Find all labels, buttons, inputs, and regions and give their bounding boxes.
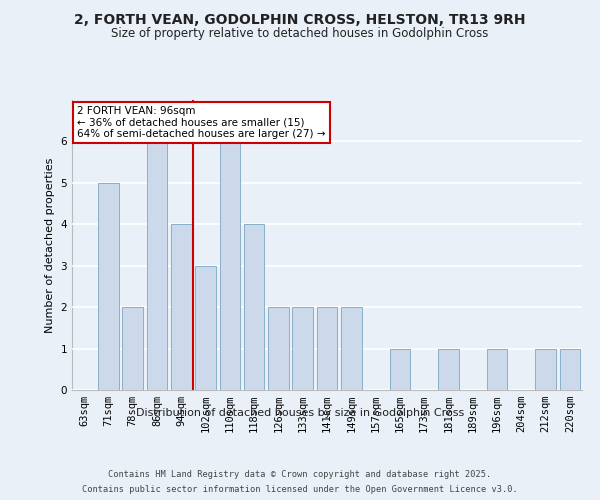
Bar — [195, 266, 216, 390]
Bar — [98, 183, 119, 390]
Bar — [389, 348, 410, 390]
Bar — [292, 307, 313, 390]
Text: Contains public sector information licensed under the Open Government Licence v3: Contains public sector information licen… — [82, 485, 518, 494]
Text: 2 FORTH VEAN: 96sqm
← 36% of detached houses are smaller (15)
64% of semi-detach: 2 FORTH VEAN: 96sqm ← 36% of detached ho… — [77, 106, 326, 139]
Bar — [220, 142, 240, 390]
Text: Distribution of detached houses by size in Godolphin Cross: Distribution of detached houses by size … — [136, 408, 464, 418]
Bar — [122, 307, 143, 390]
Text: Contains HM Land Registry data © Crown copyright and database right 2025.: Contains HM Land Registry data © Crown c… — [109, 470, 491, 479]
Bar — [268, 307, 289, 390]
Bar — [535, 348, 556, 390]
Bar — [146, 142, 167, 390]
Bar — [438, 348, 459, 390]
Text: 2, FORTH VEAN, GODOLPHIN CROSS, HELSTON, TR13 9RH: 2, FORTH VEAN, GODOLPHIN CROSS, HELSTON,… — [74, 12, 526, 26]
Bar — [487, 348, 508, 390]
Bar — [171, 224, 191, 390]
Text: Size of property relative to detached houses in Godolphin Cross: Size of property relative to detached ho… — [112, 28, 488, 40]
Bar — [244, 224, 265, 390]
Bar — [560, 348, 580, 390]
Bar — [317, 307, 337, 390]
Y-axis label: Number of detached properties: Number of detached properties — [45, 158, 55, 332]
Bar — [341, 307, 362, 390]
